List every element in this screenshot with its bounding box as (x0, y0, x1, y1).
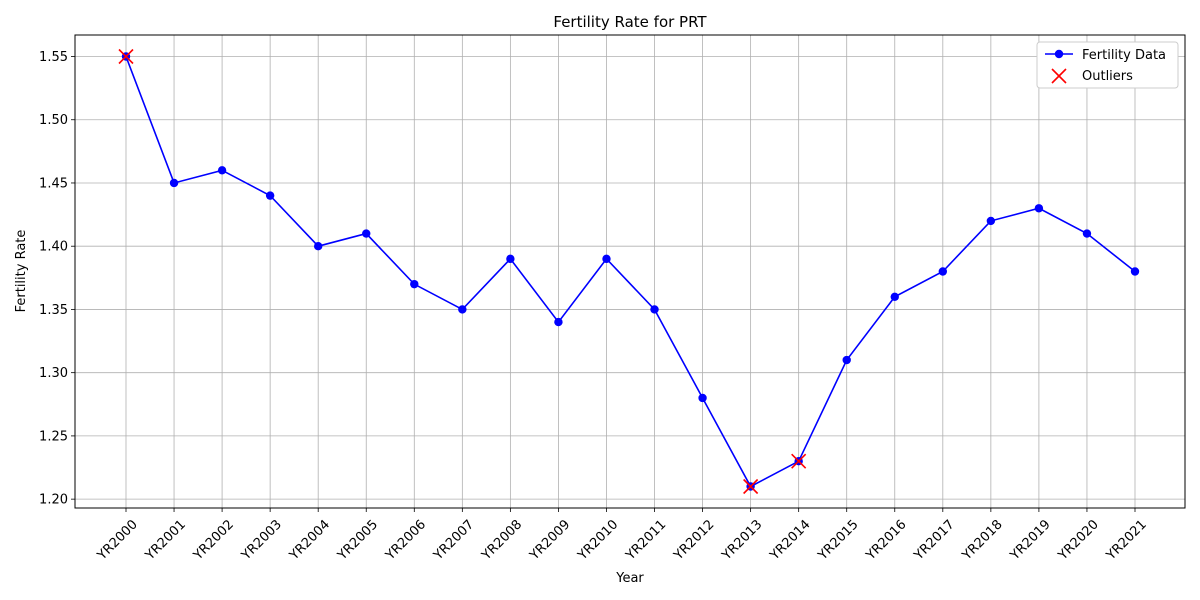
y-tick-label: 1.45 (39, 176, 68, 191)
x-tick-label: YR2006 (382, 517, 429, 564)
x-tick-label: YR2021 (1103, 517, 1150, 564)
data-point (217, 166, 227, 175)
data-point (458, 305, 467, 314)
y-tick-label: 1.25 (39, 429, 68, 444)
x-tick-label: YR2005 (334, 517, 381, 564)
data-point (410, 279, 419, 289)
data-point (1130, 267, 1140, 276)
data-point (313, 242, 323, 251)
chart-title: Fertility Rate for PRT (553, 13, 707, 31)
x-tick-label: YR2002 (190, 517, 237, 564)
outliers-layer (118, 48, 807, 495)
y-axis: 1.20 1.25 1.30 1.35 1.40 1.45 1.50 1.55 (39, 50, 75, 508)
x-tick-label: YR2017 (911, 517, 958, 564)
y-axis-label: Fertility Rate (14, 230, 29, 313)
outlier-marker (743, 478, 759, 495)
x-tick-label: YR2014 (767, 517, 814, 564)
x-tick-label: YR2011 (623, 517, 670, 564)
legend-label-outliers: Outliers (1082, 69, 1133, 84)
y-tick-label: 1.40 (39, 240, 68, 255)
data-point (169, 178, 179, 188)
x-axis: YR2000 YR2001 YR2002 YR2003 YR2004 YR2005 YR20… (94, 508, 1150, 564)
legend-outlier-swatch (1051, 68, 1067, 84)
x-tick-label: YR2020 (1055, 517, 1102, 564)
x-tick-label: YR2015 (815, 517, 862, 564)
x-tick-label: YR2000 (94, 517, 141, 564)
x-tick-label: YR2001 (142, 517, 189, 564)
data-point (698, 393, 707, 403)
x-tick-label: YR2013 (719, 517, 766, 564)
x-tick-label: YR2007 (430, 517, 477, 564)
y-tick-label: 1.35 (39, 303, 68, 318)
grid (75, 35, 1185, 508)
legend: Fertility Data Outliers (1036, 41, 1179, 89)
x-axis-label: Year (615, 571, 644, 586)
data-point (554, 317, 563, 327)
x-tick-label: YR2010 (575, 517, 622, 564)
data-point (602, 254, 611, 264)
outlier-marker (791, 453, 807, 469)
y-tick-label: 1.20 (39, 493, 68, 508)
outlier-stroke (791, 453, 807, 469)
y-tick-label: 1.30 (39, 366, 68, 381)
legend-label-fertility: Fertility Data (1082, 48, 1166, 63)
series-line (125, 56, 1136, 488)
x-tick-label: YR2003 (238, 517, 285, 564)
x-tick-label: YR2004 (286, 517, 333, 564)
legend-marker-swatch (1054, 49, 1064, 59)
data-point (265, 191, 275, 200)
y-tick-label: 1.50 (39, 113, 68, 128)
outlier-stroke (743, 478, 759, 495)
data-point (986, 216, 996, 226)
data-point (650, 305, 659, 314)
data-point (362, 229, 371, 238)
y-tick-label: 1.55 (39, 50, 68, 65)
data-point (1082, 229, 1092, 238)
x-tick-label: YR2016 (863, 517, 910, 564)
data-point (842, 355, 851, 365)
x-tick-label: YR2018 (959, 517, 1006, 564)
outlier-marker (118, 48, 134, 65)
x-tick-label: YR2009 (527, 517, 574, 564)
data-point (938, 267, 948, 276)
series-layer (121, 52, 1140, 491)
data-point (506, 254, 515, 264)
x-tick-label: YR2019 (1007, 517, 1054, 564)
x-tick-label: YR2008 (478, 517, 525, 564)
plot-frame (74, 34, 1186, 509)
data-point (890, 292, 899, 301)
data-point (1034, 204, 1044, 213)
outlier-stroke (118, 48, 134, 65)
x-tick-label: YR2012 (671, 517, 718, 564)
